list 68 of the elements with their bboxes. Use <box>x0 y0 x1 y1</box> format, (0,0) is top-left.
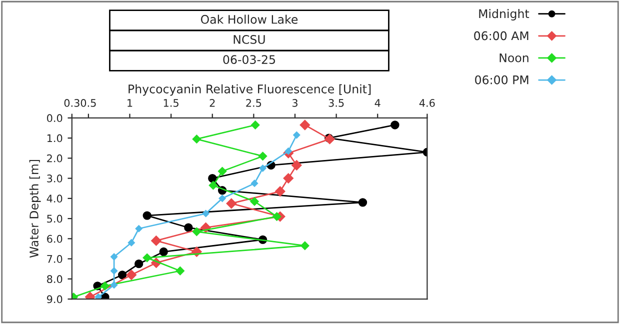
y-tick-label: 9.0 <box>46 295 62 304</box>
point <box>128 239 135 246</box>
point <box>134 259 144 268</box>
legend-label: 06:00 AM <box>474 31 528 40</box>
y-tick-label: 8.0 <box>47 275 62 284</box>
x-tick-label: 1 <box>128 99 132 107</box>
point <box>258 152 268 161</box>
point <box>142 211 152 220</box>
point <box>100 282 110 290</box>
chart-subtitle: NCSU <box>234 34 265 44</box>
point <box>226 198 237 209</box>
x-tick-label: 0.3 <box>64 99 80 107</box>
legend-label: Noon <box>500 53 528 62</box>
point <box>202 210 210 218</box>
x-axis-title: Phycocyanin Relative Fluorescence [Unit] <box>128 84 371 96</box>
legend-label: 06:00 PM <box>475 75 528 84</box>
text: 06-03-25 <box>223 55 275 64</box>
y-tick-label: 5.0 <box>47 214 62 223</box>
y-tick-label: 1.0 <box>47 134 62 142</box>
x-tick-label: 2.5 <box>246 99 262 107</box>
point <box>250 197 259 206</box>
point <box>126 270 137 280</box>
point <box>300 120 310 130</box>
y-tick-label: 2.0 <box>47 154 62 162</box>
point <box>250 120 260 130</box>
point <box>218 166 227 176</box>
x-tick-label: 3.5 <box>328 99 344 107</box>
point <box>192 134 202 144</box>
x-tick-label: 4 <box>374 99 380 107</box>
y-axis-title: Water Depth [m] <box>29 160 41 258</box>
point <box>272 212 282 221</box>
point <box>218 194 226 202</box>
x-tick-label: 0.5 <box>80 99 96 107</box>
point <box>118 270 127 280</box>
point <box>208 181 218 190</box>
y-tick-label: 4.0 <box>46 194 62 203</box>
chart-title: Oak Hollow Lake <box>200 14 298 24</box>
y-tick-label: 7.0 <box>47 255 62 263</box>
x-tick-label: 2 <box>210 99 215 107</box>
y-tick-label: 3.0 <box>47 174 62 182</box>
point <box>358 198 368 207</box>
legend-label: Midnight <box>479 9 530 20</box>
y-tick-label: 6.0 <box>47 234 62 243</box>
point <box>208 174 217 183</box>
point <box>390 120 400 130</box>
point <box>151 236 162 246</box>
point <box>110 253 118 260</box>
point <box>110 281 118 289</box>
x-tick-label: 3 <box>292 99 298 107</box>
point <box>142 253 152 262</box>
point <box>176 266 184 276</box>
point <box>110 267 118 274</box>
point <box>292 160 302 170</box>
point <box>293 131 300 139</box>
y-tick-label: 0.0 <box>47 114 62 122</box>
x-tick-label: 4.6 <box>419 99 435 107</box>
point <box>274 186 286 197</box>
point <box>250 180 258 187</box>
point <box>283 173 294 184</box>
point <box>135 225 142 232</box>
point <box>159 247 168 256</box>
x-tick-label: 1.5 <box>164 99 178 107</box>
point <box>259 164 266 172</box>
point <box>300 241 310 250</box>
point <box>94 293 102 300</box>
point <box>284 148 292 155</box>
point <box>192 227 202 236</box>
point <box>184 223 193 232</box>
